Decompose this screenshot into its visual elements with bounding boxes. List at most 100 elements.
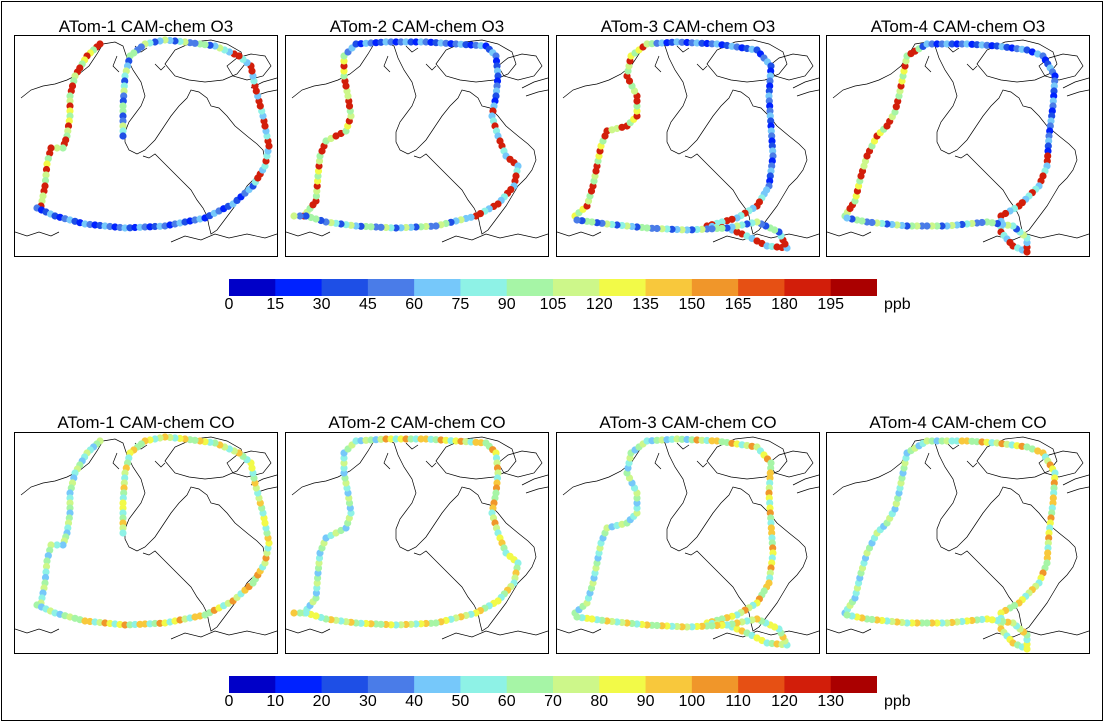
track-point xyxy=(943,222,951,230)
coastline xyxy=(706,39,788,83)
panel-title-co-atom4: ATom-4 CAM-chem CO xyxy=(869,413,1047,432)
coastline xyxy=(497,53,543,81)
track-point xyxy=(340,464,348,472)
coastline xyxy=(383,45,437,73)
track-point xyxy=(119,117,127,125)
track-point xyxy=(387,38,395,46)
colorbar-co-tick-label: 50 xyxy=(451,693,470,710)
track-point xyxy=(119,107,127,115)
colorbar-o3-tick-label: 105 xyxy=(539,296,567,313)
colorbar-co-swatch xyxy=(784,676,832,693)
map-panel-o3-atom3 xyxy=(556,35,820,257)
track-point xyxy=(417,38,425,46)
track-point xyxy=(340,469,348,477)
track-point xyxy=(119,519,127,527)
track-point xyxy=(119,514,127,522)
track-point xyxy=(42,165,51,174)
track-point xyxy=(928,40,936,48)
track-point xyxy=(397,435,405,443)
track-point xyxy=(41,573,50,582)
colorbar-co-swatch xyxy=(506,676,554,693)
colorbar-o3-tick-label: 30 xyxy=(312,296,331,313)
track-point xyxy=(387,435,395,443)
coastline xyxy=(1062,474,1089,494)
track-point xyxy=(938,222,946,230)
track-point xyxy=(66,97,74,105)
track-point xyxy=(340,67,348,75)
track-point xyxy=(417,435,425,443)
track-point xyxy=(633,112,641,120)
track-point xyxy=(402,38,410,46)
colorbar-o3 xyxy=(229,279,878,296)
coastline xyxy=(827,628,1089,640)
colorbar-co-swatch xyxy=(691,676,739,693)
panel-title-o3-atom1: ATom-1 CAM-chem O3 xyxy=(58,17,234,36)
coastline xyxy=(1038,53,1084,81)
colorbar-o3-tick-label: 180 xyxy=(771,296,798,313)
track-point xyxy=(913,619,921,627)
track-point xyxy=(43,160,51,168)
track-point xyxy=(66,494,74,502)
map-panel-o3-atom2 xyxy=(285,35,549,257)
colorbar-o3-swatch xyxy=(460,279,508,296)
colorbar-o3-tick-label: 150 xyxy=(678,296,706,313)
colorbar-co-swatch xyxy=(830,676,878,693)
track-point xyxy=(66,504,74,512)
track-point xyxy=(296,212,304,220)
colorbar-co-tick-label: 10 xyxy=(266,693,285,710)
colorbar-o3-tick-label: 165 xyxy=(724,296,752,313)
track-point xyxy=(290,609,298,617)
track-point xyxy=(296,609,304,617)
track-point xyxy=(943,619,951,627)
track-point xyxy=(290,212,298,220)
colorbar-o3-tick-label: 120 xyxy=(585,296,613,313)
track-point xyxy=(923,40,931,48)
panel-title-o3-atom3: ATom-3 CAM-chem O3 xyxy=(600,17,776,36)
coastline xyxy=(557,628,819,640)
coastline xyxy=(654,45,708,73)
track-point xyxy=(42,568,50,576)
track-point xyxy=(397,38,405,46)
coastline xyxy=(521,474,548,494)
track-point xyxy=(119,132,127,140)
track-point xyxy=(948,437,956,445)
colorbar-co-swatch xyxy=(645,676,693,693)
track-point xyxy=(402,435,410,443)
colorbar-co-tick-label: 100 xyxy=(678,693,706,710)
track-point xyxy=(948,40,956,48)
track-point xyxy=(43,557,51,565)
colorbar-co-swatch xyxy=(414,676,461,693)
track-point xyxy=(340,72,348,80)
track-point xyxy=(1028,445,1036,453)
colorbar-co-tick-label: 120 xyxy=(771,693,798,710)
track-point xyxy=(66,107,74,115)
map-panel-co-atom3 xyxy=(556,432,820,654)
track-point xyxy=(843,611,851,619)
track-point xyxy=(42,562,51,571)
panel-title-co-atom2: ATom-2 CAM-chem CO xyxy=(328,413,506,432)
coastline xyxy=(383,442,437,470)
track-point xyxy=(633,509,641,517)
colorbar-co-tick-label: 0 xyxy=(224,693,234,710)
coastline xyxy=(497,450,543,478)
colorbar-o3-tick-label: 60 xyxy=(405,296,424,313)
track-point xyxy=(918,619,926,627)
track-point xyxy=(119,524,127,532)
track-point xyxy=(953,40,961,48)
colorbar-co-tick-label: 130 xyxy=(817,693,845,710)
track-point xyxy=(938,437,946,445)
track-point xyxy=(302,609,310,617)
colorbar-o3-swatch xyxy=(691,279,739,296)
track-point xyxy=(340,454,348,462)
track-point xyxy=(928,437,936,445)
track-point xyxy=(412,38,420,46)
map-panel-co-atom1 xyxy=(14,432,278,654)
coastline xyxy=(521,77,548,97)
track-point xyxy=(119,509,127,517)
track-point xyxy=(923,437,931,445)
track-point xyxy=(958,40,966,48)
track-point xyxy=(633,494,641,502)
colorbar-co-tick-label: 90 xyxy=(636,693,655,710)
colorbar-o3-tick-label: 15 xyxy=(266,296,285,313)
